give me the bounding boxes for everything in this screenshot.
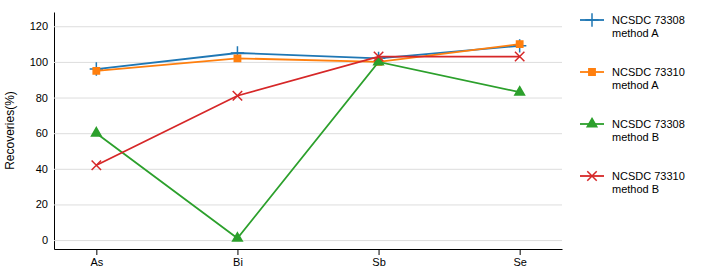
point-marker bbox=[233, 91, 242, 100]
y-tick: 0 bbox=[42, 234, 562, 246]
point-marker bbox=[513, 39, 526, 52]
legend-label: NCSDC 73310method B bbox=[612, 170, 685, 195]
grid-line bbox=[54, 26, 562, 27]
y-tick-label: 60 bbox=[36, 127, 48, 139]
tick-mark bbox=[520, 249, 521, 255]
legend-item: NCSDC 73308method B bbox=[580, 118, 685, 143]
point-marker bbox=[234, 55, 240, 61]
grid-line bbox=[54, 133, 562, 134]
legend-marker bbox=[587, 118, 597, 126]
x-tick-label: Bi bbox=[233, 256, 243, 268]
x-axis: As Bi Sb Se bbox=[55, 249, 563, 268]
tick-mark bbox=[96, 249, 97, 255]
y-axis: 0 20 40 60 80 100 120 bbox=[30, 13, 562, 250]
point-marker bbox=[90, 62, 103, 75]
grid-line bbox=[54, 169, 562, 170]
y-axis-title: Recoveries(%) bbox=[3, 91, 17, 170]
legend-item: NCSDC 73308method A bbox=[580, 13, 685, 39]
legend-label: NCSDC 73308method A bbox=[612, 14, 685, 39]
tick-mark bbox=[379, 249, 380, 255]
chart-container: 0 20 40 60 80 100 120 As Bi Sb Se Recoveries(%) NCSD… bbox=[0, 0, 712, 275]
legend-label-line: NCSDC 73310 bbox=[612, 66, 685, 78]
x-axis-line bbox=[55, 249, 563, 250]
legend-marker bbox=[589, 69, 595, 75]
y-tick-label: 0 bbox=[42, 234, 48, 246]
legend-item: NCSDC 73310method B bbox=[580, 170, 685, 195]
y-tick: 80 bbox=[36, 92, 562, 104]
point-marker bbox=[233, 233, 243, 241]
y-tick-label: 100 bbox=[30, 56, 48, 68]
y-tick: 120 bbox=[30, 20, 562, 32]
plot-area: 0 20 40 60 80 100 120 As Bi Sb Se bbox=[30, 13, 563, 268]
legend-label-line: method B bbox=[612, 131, 659, 143]
grid-line bbox=[54, 204, 562, 205]
y-tick: 40 bbox=[36, 163, 562, 175]
x-tick: Se bbox=[513, 249, 526, 268]
series-line bbox=[96, 62, 519, 238]
y-tick-label: 120 bbox=[30, 20, 48, 32]
legend-label-line: method A bbox=[612, 79, 659, 91]
series bbox=[92, 56, 525, 241]
x-tick-label: As bbox=[90, 256, 103, 268]
x-tick-label: Sb bbox=[372, 256, 385, 268]
grid-line bbox=[54, 62, 562, 63]
legend-label: NCSDC 73308method B bbox=[612, 118, 685, 143]
legend-item: NCSDC 73310method A bbox=[580, 66, 685, 91]
point-marker bbox=[92, 128, 102, 136]
legend-label-line: method A bbox=[612, 27, 659, 39]
y-tick-label: 20 bbox=[36, 198, 48, 210]
point-marker bbox=[374, 52, 383, 61]
x-tick: Bi bbox=[233, 249, 243, 268]
legend-label-line: NCSDC 73310 bbox=[612, 170, 685, 182]
grid-line bbox=[54, 240, 562, 241]
y-tick: 100 bbox=[30, 56, 562, 68]
legend-marker bbox=[585, 13, 598, 26]
x-tick: Sb bbox=[372, 249, 385, 268]
legend-label: NCSDC 73310method A bbox=[612, 66, 685, 91]
legend-label-line: method B bbox=[612, 183, 659, 195]
chart-svg: 0 20 40 60 80 100 120 As Bi Sb Se Recoveries(%) NCSD… bbox=[0, 0, 712, 275]
y-tick: 60 bbox=[36, 127, 562, 139]
y-tick-label: 40 bbox=[36, 163, 48, 175]
point-marker bbox=[515, 52, 524, 61]
point-marker bbox=[515, 87, 525, 95]
y-tick: 20 bbox=[36, 198, 562, 210]
x-tick-label: Se bbox=[513, 256, 526, 268]
x-tick: As bbox=[90, 249, 103, 268]
legend-label-line: NCSDC 73308 bbox=[612, 118, 685, 130]
y-tick-label: 80 bbox=[36, 92, 48, 104]
point-marker bbox=[93, 68, 99, 74]
grid-line bbox=[54, 98, 562, 99]
series-line bbox=[96, 57, 519, 166]
point-marker bbox=[92, 161, 101, 170]
y-axis-line bbox=[54, 13, 55, 250]
series bbox=[92, 52, 525, 170]
data-layer bbox=[90, 39, 527, 241]
tick-mark bbox=[237, 249, 238, 255]
legend-label-line: NCSDC 73308 bbox=[612, 14, 685, 26]
legend-marker bbox=[587, 171, 596, 180]
point-marker bbox=[517, 41, 523, 47]
legend: NCSDC 73308method ANCSDC 73310method ANC… bbox=[580, 13, 685, 195]
